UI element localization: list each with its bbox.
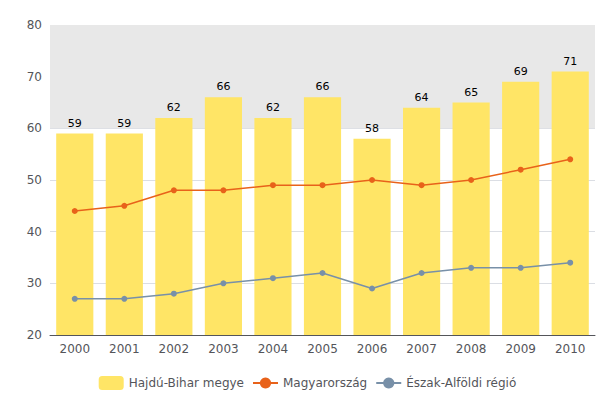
svg-text:2002: 2002: [159, 342, 190, 356]
svg-text:2004: 2004: [258, 342, 289, 356]
svg-text:30: 30: [27, 276, 42, 290]
svg-text:2010: 2010: [555, 342, 586, 356]
svg-text:71: 71: [563, 55, 577, 68]
svg-text:66: 66: [316, 80, 330, 93]
svg-text:2007: 2007: [406, 342, 437, 356]
svg-text:2006: 2006: [357, 342, 388, 356]
svg-text:58: 58: [365, 122, 379, 135]
svg-text:65: 65: [464, 86, 478, 99]
svg-text:62: 62: [167, 101, 181, 114]
svg-text:80: 80: [27, 18, 42, 32]
svg-text:2005: 2005: [307, 342, 338, 356]
svg-text:70: 70: [27, 70, 42, 84]
svg-text:2008: 2008: [456, 342, 487, 356]
svg-text:64: 64: [415, 91, 429, 104]
svg-text:50: 50: [27, 173, 42, 187]
svg-text:60: 60: [27, 121, 42, 135]
svg-text:2000: 2000: [59, 342, 90, 356]
svg-text:59: 59: [117, 117, 131, 130]
svg-text:2009: 2009: [505, 342, 536, 356]
svg-text:62: 62: [266, 101, 280, 114]
svg-text:66: 66: [216, 80, 230, 93]
svg-text:59: 59: [68, 117, 82, 130]
svg-text:Hajdú-Bihar megye: Hajdú-Bihar megye: [129, 376, 244, 390]
svg-text:Magyarország: Magyarország: [283, 376, 367, 390]
svg-text:20: 20: [27, 328, 42, 342]
svg-text:Észak-Alföldi régió: Észak-Alföldi régió: [406, 375, 516, 390]
svg-text:69: 69: [514, 65, 528, 78]
svg-text:2003: 2003: [208, 342, 239, 356]
svg-text:2001: 2001: [109, 342, 140, 356]
svg-text:40: 40: [27, 225, 42, 239]
